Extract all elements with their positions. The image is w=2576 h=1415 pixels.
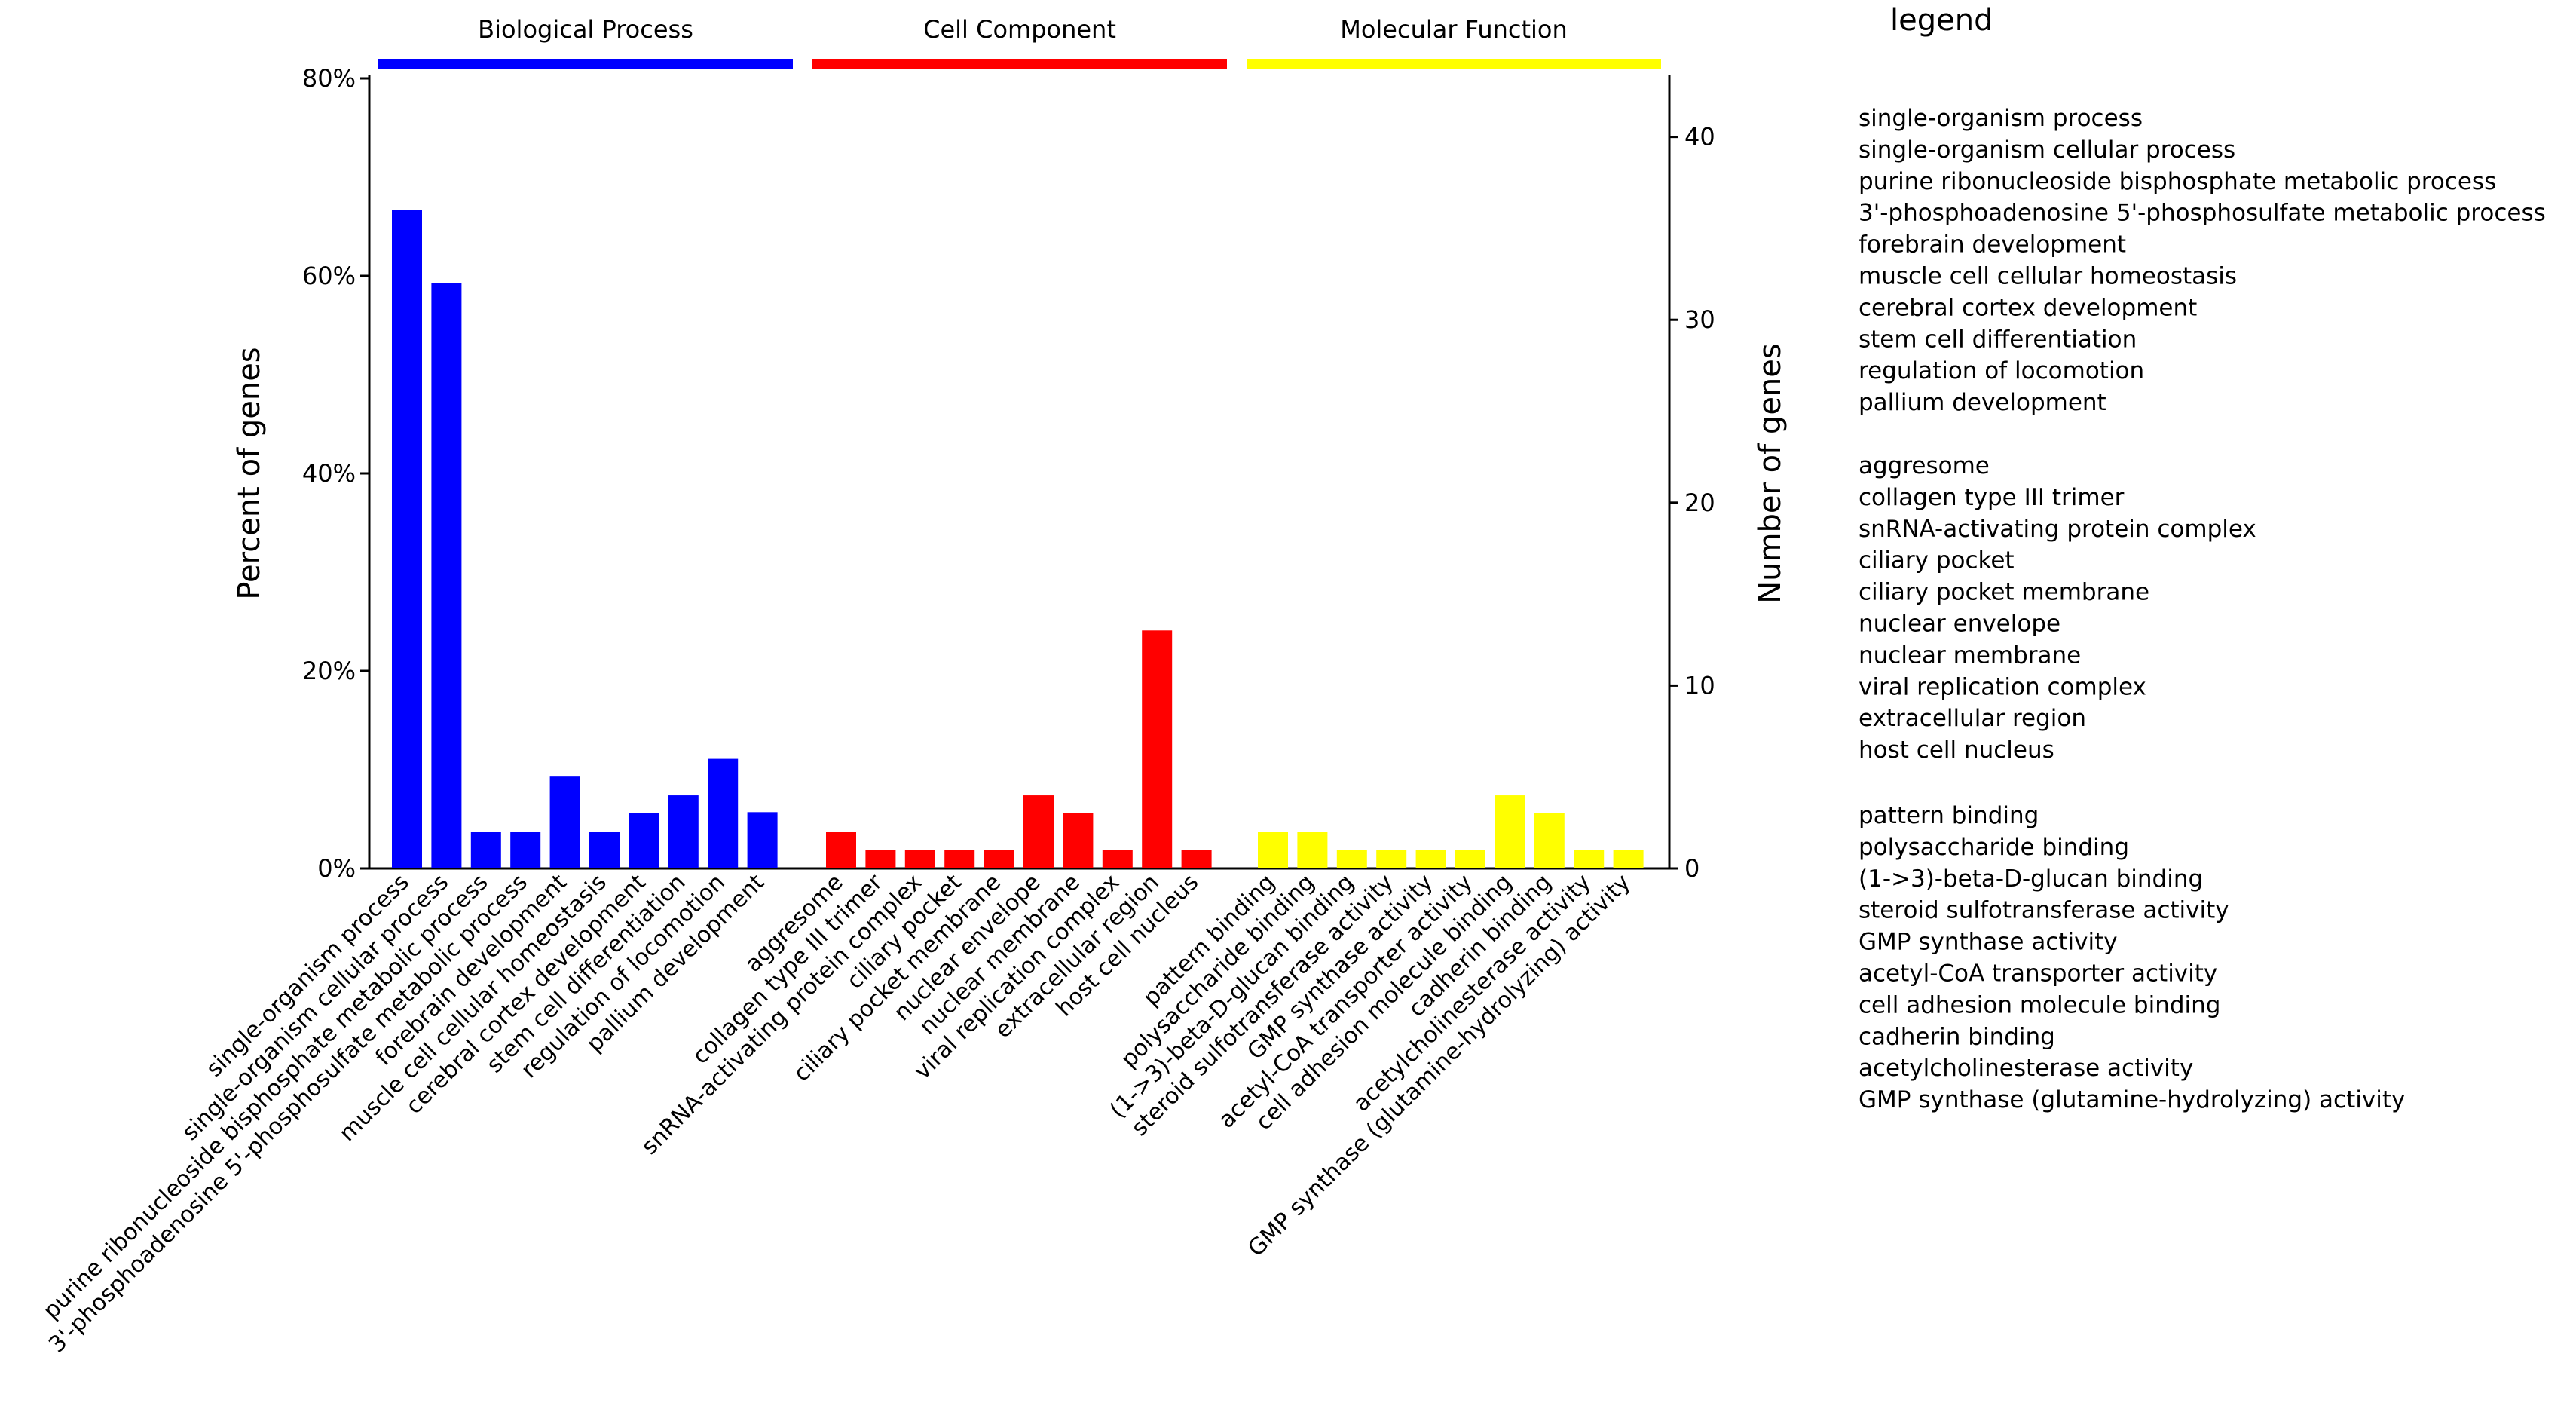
y2-tick-label: 40 [1684, 123, 1715, 152]
legend-entry: extracellular region [1859, 705, 2086, 732]
legend-entry: cerebral cortex development [1859, 294, 2197, 321]
legend-entry: acetyl-CoA transporter activity [1859, 960, 2217, 988]
y-axis-title: Percent of genes [232, 347, 267, 599]
y2-tick-label: 20 [1684, 489, 1715, 517]
bar [1336, 850, 1367, 868]
bar [1455, 850, 1485, 868]
y2-tick-label: 0 [1684, 854, 1699, 883]
legend-entry: forebrain development [1859, 231, 2126, 259]
group-band [812, 59, 1227, 69]
bar [747, 812, 778, 868]
bar [668, 795, 699, 868]
legend: single-organism process single-organism c… [1859, 3, 2546, 1113]
bar [865, 850, 896, 868]
bar [1258, 832, 1288, 868]
legend-entry: (1->3)-beta-D-glucan binding [1859, 865, 2203, 893]
bar [1297, 832, 1328, 868]
bar [510, 832, 541, 868]
y2-tick-label: 30 [1684, 305, 1715, 334]
legend-entry: viral replication complex [1859, 673, 2146, 700]
legend-entry: GMP synthase (glutamine-hydrolyzing) act… [1859, 1086, 2405, 1113]
y-tick-label: 20% [302, 657, 356, 685]
legend-entry: cadherin binding [1859, 1023, 2055, 1050]
bar [904, 850, 935, 868]
bar [1063, 813, 1094, 868]
bar [1534, 813, 1565, 868]
bar [431, 283, 462, 868]
bar [984, 850, 1014, 868]
bar [1376, 850, 1407, 868]
y-tick-label: 60% [302, 262, 356, 290]
axes: 0% 20% 40% 60% 80% 0 10 20 30 40 Percent of genes N… [232, 15, 1788, 883]
y2-tick-label: 10 [1684, 671, 1715, 700]
legend-entry: pattern binding [1859, 802, 2039, 829]
bar [392, 210, 422, 869]
legend-entry: nuclear envelope [1859, 611, 2060, 638]
legend-entry: nuclear membrane [1859, 642, 2081, 669]
bar [1495, 795, 1525, 868]
legend-entry: pallium development [1859, 389, 2106, 416]
legend-entry: cell adhesion molecule binding [1859, 991, 2220, 1018]
bar [629, 813, 659, 868]
group-title: Molecular Function [1340, 15, 1568, 44]
group-band [378, 59, 793, 69]
y-tick-label: 0% [317, 854, 356, 883]
legend-entry: stem cell differentiation [1859, 326, 2137, 353]
bar [708, 758, 739, 868]
y2-axis-title: Number of genes [1753, 343, 1788, 603]
bar [944, 850, 975, 868]
legend-entry: collagen type III trimer [1859, 484, 2125, 511]
legend-entry: acetylcholinesterase activity [1859, 1055, 2193, 1082]
bar [470, 832, 501, 868]
legend-entry: ciliary pocket membrane [1859, 579, 2149, 606]
legend-entry: aggresome [1859, 452, 1990, 479]
bar [1181, 850, 1212, 868]
bars [392, 210, 1644, 869]
legend-entry: muscle cell cellular homeostasis [1859, 263, 2237, 290]
legend-entry: GMP synthase activity [1859, 929, 2118, 956]
legend-entry: single-organism cellular process [1859, 136, 2235, 164]
legend-entry: polysaccharide binding [1859, 834, 2129, 861]
bar [1023, 795, 1054, 868]
legend-entry: purine ribonucleoside bisphosphate metab… [1859, 168, 2496, 195]
bar [589, 832, 620, 868]
legend-entry: single-organism process [1859, 105, 2143, 132]
legend-entry: snRNA-activating protein complex [1859, 516, 2256, 543]
legend-entry: steroid sulfotransferase activity [1859, 897, 2229, 924]
legend-entry: host cell nucleus [1859, 737, 2054, 764]
bar [826, 832, 856, 868]
legend-title: legend [1890, 3, 1993, 38]
legend-entry: ciliary pocket [1859, 547, 2015, 574]
group-title: Cell Component [923, 15, 1116, 44]
bar [1142, 630, 1173, 868]
group-title: Biological Process [478, 15, 693, 44]
category-label: 3'-phosphoadenosine 5'-phosphosulfate me… [44, 869, 533, 1358]
y-tick-label: 80% [302, 64, 356, 93]
legend-entry: regulation of locomotion [1859, 357, 2144, 384]
y-tick-label: 40% [302, 459, 356, 488]
legend-entry: 3'-phosphoadenosine 5'-phosphosulfate me… [1859, 200, 2546, 227]
bar [549, 776, 580, 868]
bar [1613, 850, 1644, 868]
bar [1415, 850, 1446, 868]
bar [1574, 850, 1605, 868]
group-band [1247, 59, 1661, 69]
bar [1102, 850, 1133, 868]
